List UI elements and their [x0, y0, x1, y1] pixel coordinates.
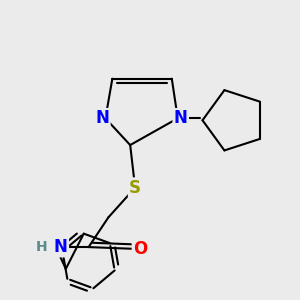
Text: N: N	[95, 109, 110, 127]
Text: O: O	[133, 240, 147, 258]
Text: N: N	[174, 109, 188, 127]
Text: S: S	[129, 178, 141, 196]
Text: H: H	[36, 240, 48, 254]
Text: N: N	[54, 238, 68, 256]
